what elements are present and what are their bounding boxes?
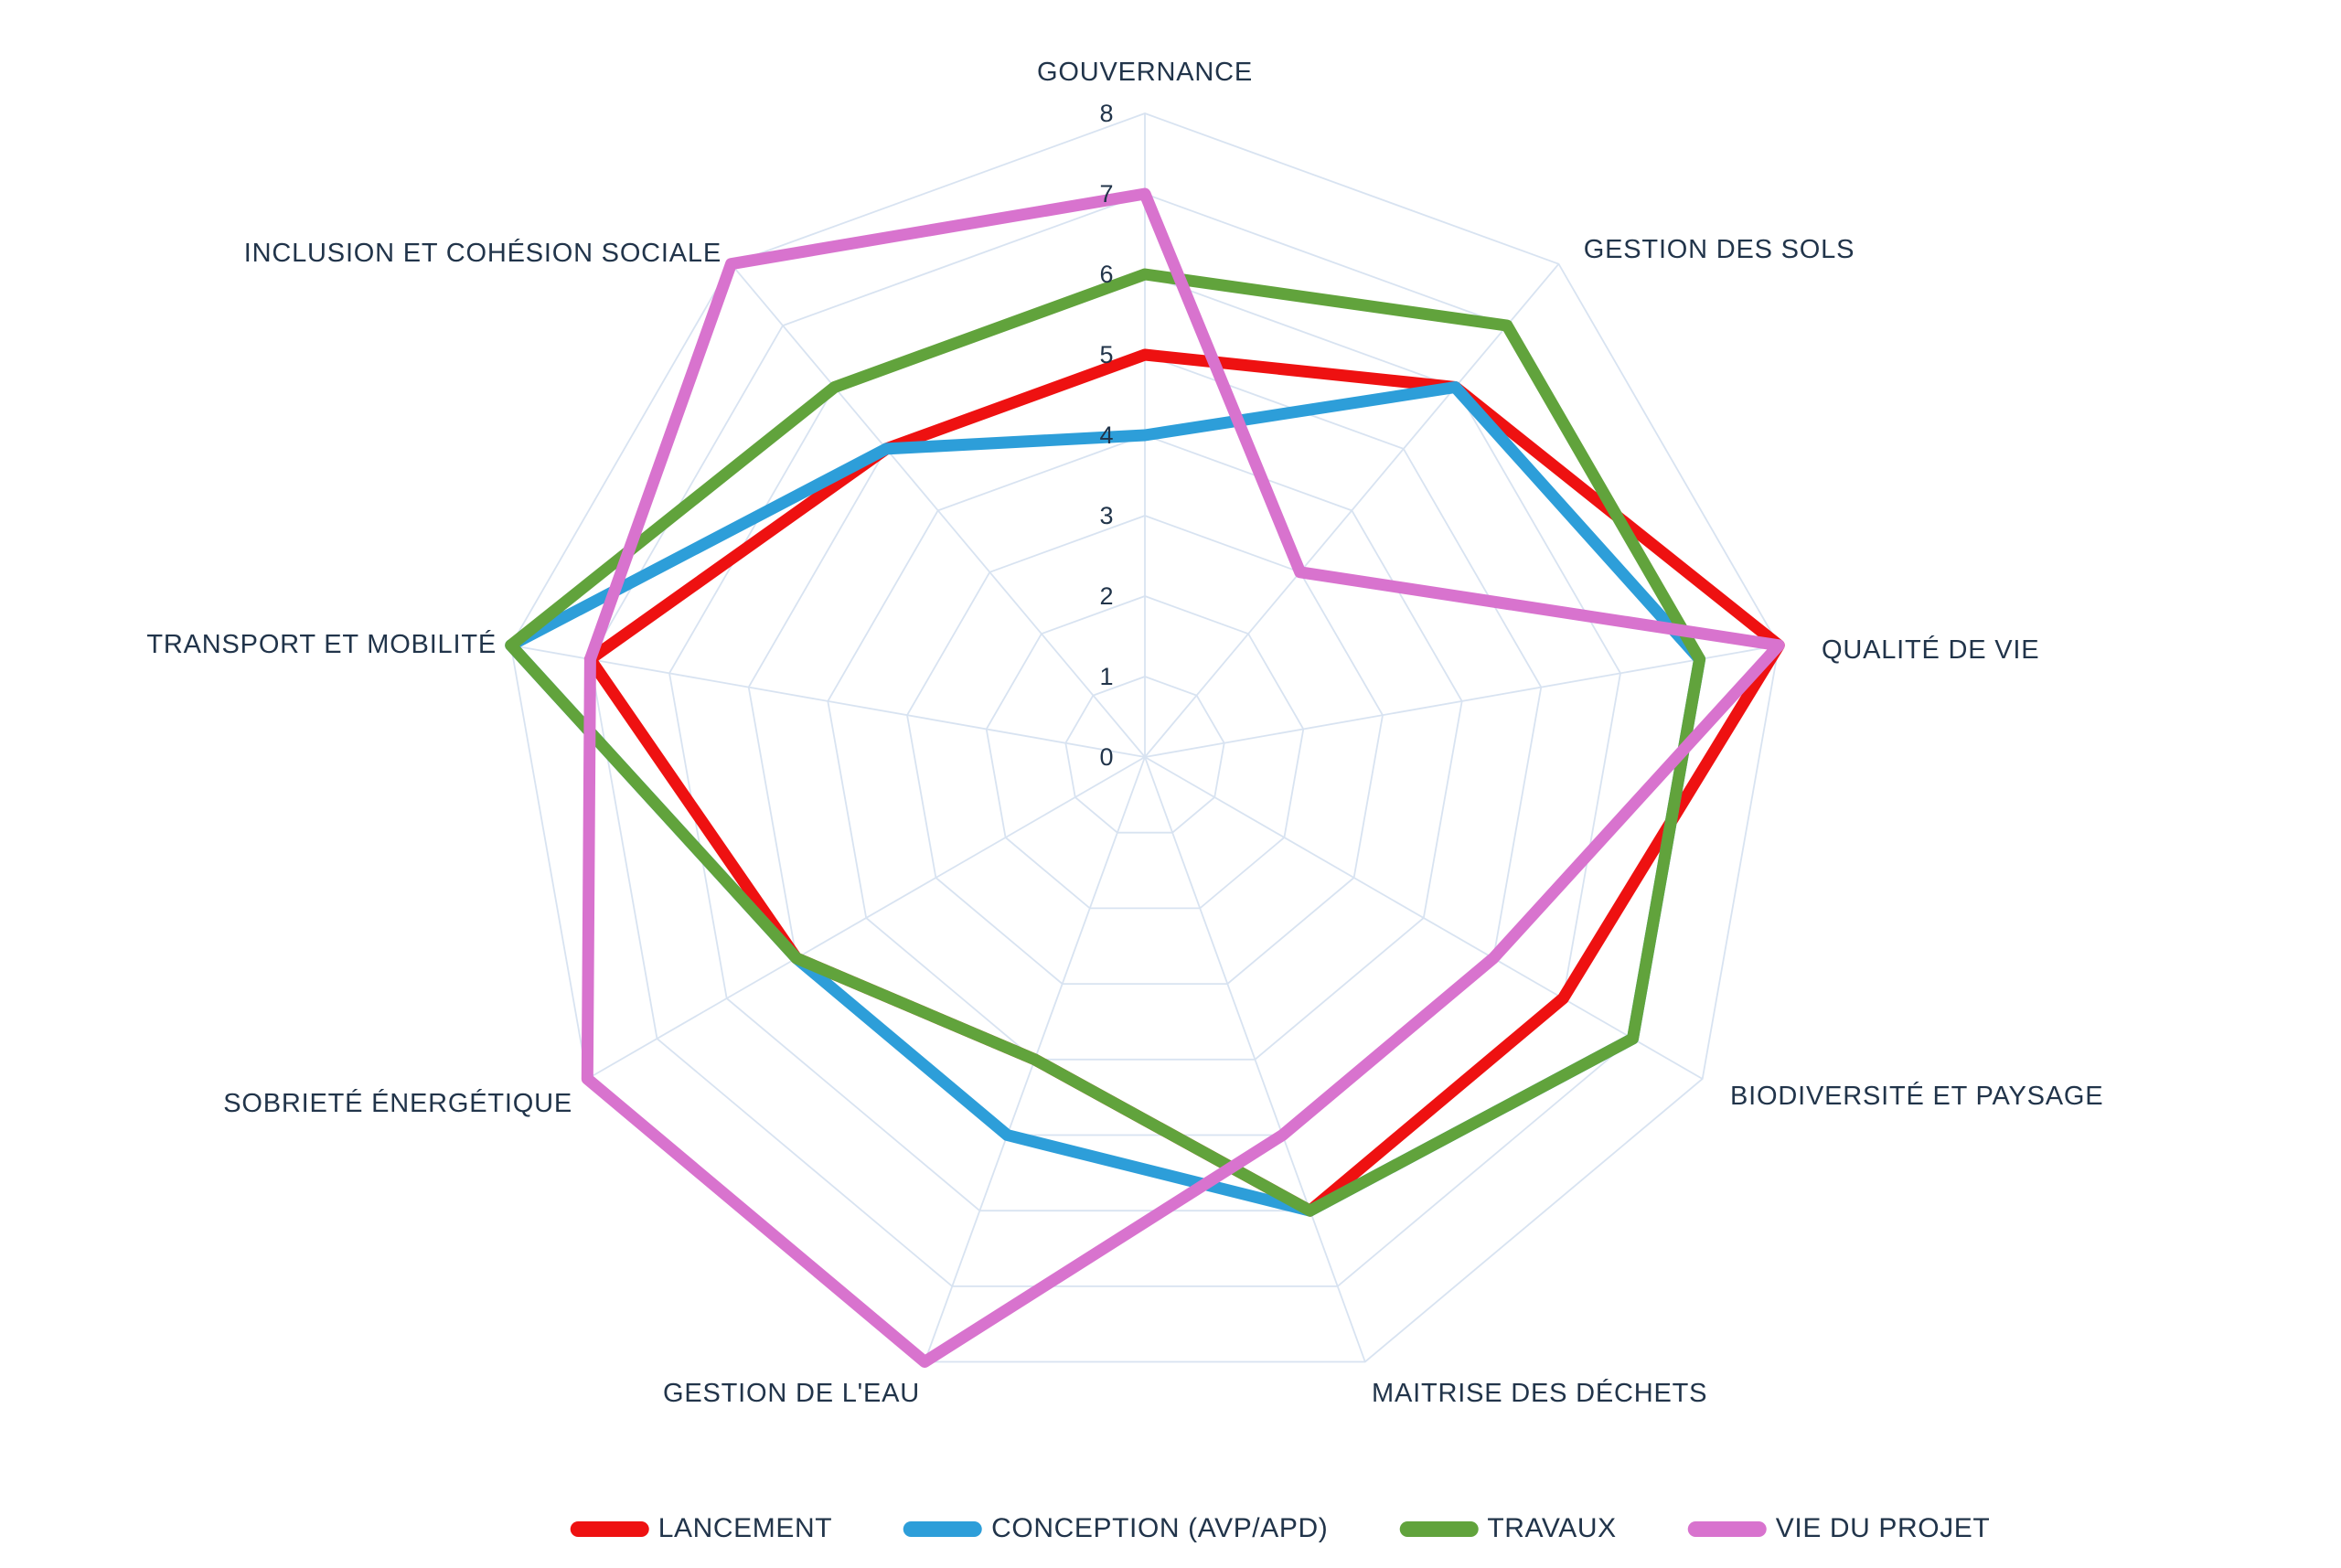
- axis-label-gouvernance: GOUVERNANCE: [1037, 58, 1253, 87]
- legend-item-vie-du-projet[interactable]: VIE DU PROJET: [1687, 1513, 1991, 1544]
- chart-legend: LANCEMENT CONCEPTION (AVP/APD) TRAVAUX VIE …: [570, 1513, 1991, 1544]
- legend-swatch-icon: [1687, 1520, 1767, 1537]
- legend-item-travaux[interactable]: TRAVAUX: [1399, 1513, 1616, 1544]
- grid-spoke-6: [586, 756, 1146, 1080]
- grid-ring-4: [827, 434, 1463, 1061]
- axis-label-biodiversité-et-paysage: BIODIVERSITÉ ET PAYSAGE: [1730, 1081, 2103, 1111]
- grid-ring-1: [1064, 676, 1225, 834]
- tick-label-5: 5: [1099, 341, 1113, 368]
- grid-ring-5: [747, 354, 1543, 1136]
- legend-label: VIE DU PROJET: [1775, 1513, 1991, 1543]
- grid-spoke-3: [1144, 756, 1704, 1080]
- grid-ring-3: [906, 515, 1384, 985]
- grid-spoke-4: [1144, 756, 1366, 1362]
- series-line-conception-avp-apd-: [505, 381, 1706, 1217]
- axis-label-inclusion-et-cohésion-sociale: INCLUSION ET COHÉSION SOCIALE: [244, 238, 722, 268]
- axis-label-maitrise-des-déchets: MAITRISE DES DÉCHETS: [1372, 1378, 1707, 1408]
- series-lines: [505, 187, 1785, 1368]
- series-line-vie-du-projet: [581, 187, 1785, 1368]
- axis-label-transport-et-mobilité: TRANSPORT ET MOBILITÉ: [146, 629, 497, 659]
- tick-label-6: 6: [1099, 261, 1113, 288]
- legend-swatch-icon: [903, 1520, 983, 1537]
- axis-label-gestion-de-l-eau: GESTION DE L'EAU: [663, 1379, 920, 1408]
- legend-label: TRAVAUX: [1487, 1513, 1617, 1543]
- grid-ring-2: [985, 595, 1305, 910]
- legend-label: LANCEMENT: [657, 1513, 833, 1543]
- legend-item-conception-avp-apd-[interactable]: CONCEPTION (AVP/APD): [903, 1513, 1328, 1544]
- tick-label-1: 1: [1099, 663, 1113, 690]
- legend-label: CONCEPTION (AVP/APD): [991, 1513, 1329, 1543]
- tick-label-0: 0: [1099, 743, 1113, 771]
- grid-spoke-8: [730, 263, 1146, 758]
- grid-spoke-2: [1144, 644, 1780, 758]
- series-line-travaux: [505, 268, 1706, 1217]
- axis-label-gestion-des-sols: GESTION DES SOLS: [1584, 235, 1855, 264]
- tick-label-3: 3: [1099, 502, 1113, 529]
- grid-spoke-1: [1144, 263, 1560, 758]
- legend-swatch-icon: [570, 1520, 649, 1537]
- grid-ring-6: [668, 273, 1621, 1212]
- grid-spoke-7: [510, 644, 1146, 758]
- tick-label-8: 8: [1099, 100, 1113, 127]
- tick-labels: 0 1 2 3 4 5 6 7 8: [1099, 100, 1113, 771]
- tick-label-4: 4: [1099, 421, 1113, 449]
- legend-item-lancement[interactable]: LANCEMENT: [570, 1513, 833, 1544]
- legend-swatch-icon: [1399, 1520, 1479, 1537]
- tick-label-7: 7: [1099, 180, 1113, 208]
- tick-label-2: 2: [1099, 582, 1113, 610]
- axis-labels: GOUVERNANCE GESTION DES SOLS QUALITÉ DE VI…: [146, 58, 2103, 1408]
- grid-ring-8: [509, 112, 1780, 1363]
- axis-label-sobrieté-énergétique: SOBRIETÉ ÉNERGÉTIQUE: [223, 1088, 572, 1118]
- axis-label-qualité-de-vie: QUALITÉ DE VIE: [1822, 635, 2039, 665]
